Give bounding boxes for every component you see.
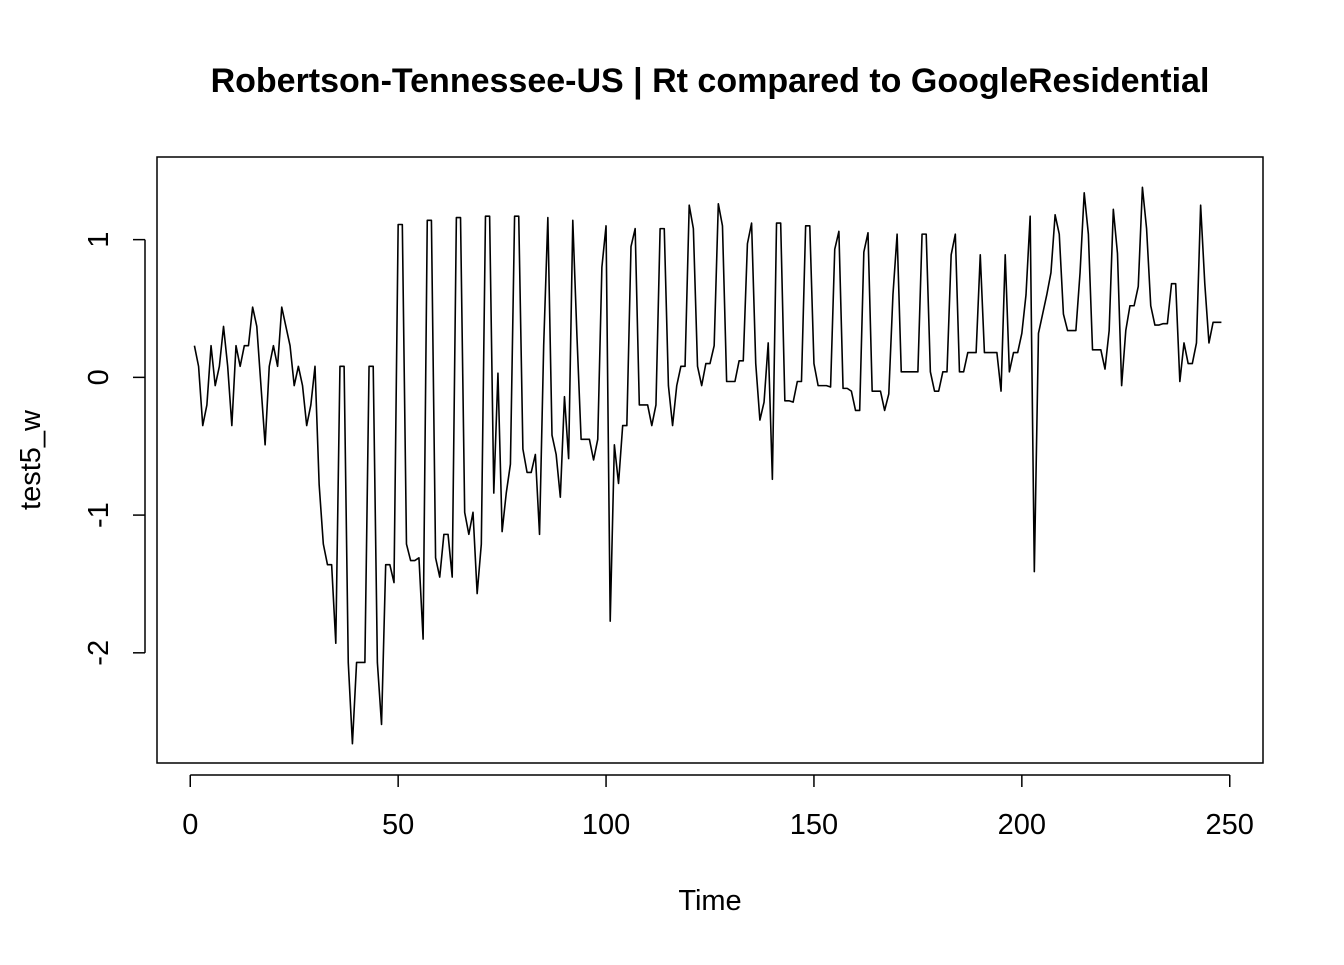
x-axis-label: Time xyxy=(678,885,741,917)
x-tick-label: 250 xyxy=(1206,809,1254,841)
y-tick-label: -2 xyxy=(83,640,115,666)
series-line xyxy=(193,186,1222,745)
x-axis: 0 50 100 150 200 250 xyxy=(182,774,1254,841)
x-tick-label: 100 xyxy=(582,809,630,841)
x-tick-label: 150 xyxy=(790,809,838,841)
x-tick-label: 200 xyxy=(998,809,1046,841)
y-tick-label: 1 xyxy=(83,232,115,248)
x-tick-label: 0 xyxy=(182,809,198,841)
plot-frame xyxy=(156,156,1264,764)
x-tick-label: 50 xyxy=(382,809,414,841)
chart-title: Robertson-Tennessee-US | Rt compared to … xyxy=(211,62,1210,100)
y-axis-label: test5_w xyxy=(15,409,47,510)
y-tick-label: 0 xyxy=(83,369,115,385)
y-axis: -2 -1 0 1 xyxy=(83,232,146,666)
y-tick-label: -1 xyxy=(83,502,115,528)
